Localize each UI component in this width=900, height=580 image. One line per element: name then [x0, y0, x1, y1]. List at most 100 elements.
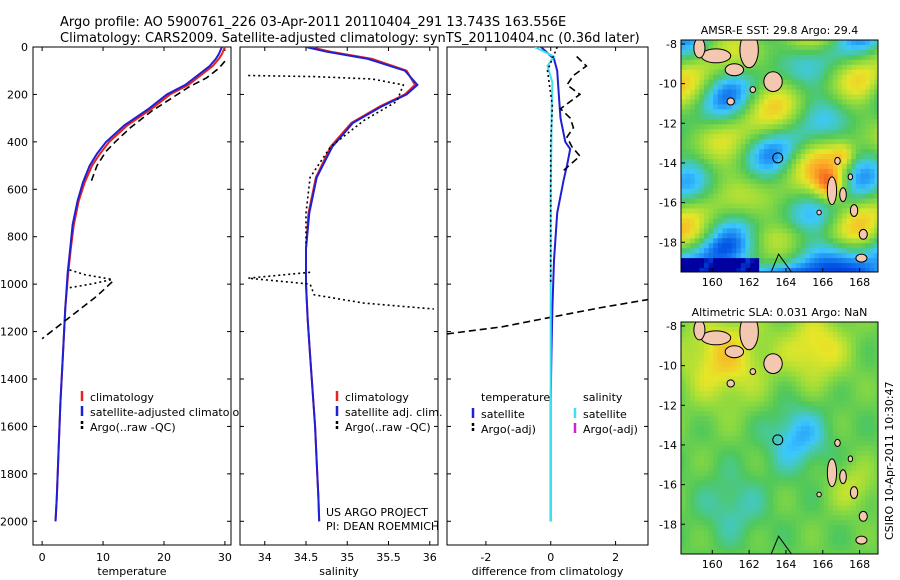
map-cell	[782, 331, 788, 338]
map-cell	[809, 386, 816, 392]
map-cell	[782, 406, 788, 412]
map-cell	[740, 198, 746, 205]
map-cell	[796, 356, 802, 363]
map-cell	[842, 54, 848, 61]
map-cell	[763, 243, 770, 249]
map-cell	[805, 99, 811, 106]
map-cell	[694, 450, 700, 457]
map-cell	[694, 104, 700, 110]
map-cell	[727, 366, 733, 373]
map-cell	[731, 411, 737, 417]
map-cell	[874, 159, 878, 165]
map-cell	[694, 253, 700, 259]
map-cell	[860, 366, 866, 373]
map-cell	[777, 99, 783, 106]
map-cell	[782, 475, 788, 482]
map-cell	[860, 490, 866, 497]
map-cell	[860, 193, 866, 200]
map-cell	[727, 495, 733, 502]
map-cell	[860, 168, 866, 175]
map-cell	[777, 193, 783, 200]
map-cell	[763, 495, 770, 502]
map-cell	[860, 336, 866, 343]
map-cell	[805, 455, 811, 462]
map-cell	[736, 99, 742, 106]
map-cell	[685, 104, 691, 110]
map-cell	[855, 45, 862, 51]
map-cell	[708, 159, 714, 165]
map-cell	[713, 40, 719, 46]
map-cell	[832, 431, 839, 437]
map-cell	[694, 198, 700, 205]
map-cell	[736, 470, 742, 477]
map-cell	[796, 134, 802, 140]
map-cell	[722, 361, 728, 368]
map-cell	[759, 436, 765, 442]
map-cell	[722, 401, 728, 407]
map-cell	[750, 485, 756, 492]
map-cell	[745, 356, 751, 363]
map-cell	[846, 475, 852, 482]
map-cell	[773, 94, 779, 101]
map-cell	[773, 485, 779, 492]
map-cell	[690, 69, 696, 76]
map-cell	[777, 500, 783, 507]
map-cell	[800, 159, 806, 165]
map-cell	[837, 505, 843, 511]
map-cell	[855, 346, 862, 353]
map-cell	[713, 104, 719, 110]
map-cell	[796, 114, 802, 120]
map-cell	[754, 341, 760, 348]
map-cell	[837, 540, 843, 546]
map-cell	[745, 183, 751, 190]
map-cell	[869, 69, 875, 76]
map-cell	[837, 168, 843, 175]
map-cell	[791, 485, 797, 492]
map-cell	[745, 168, 751, 175]
map-cell	[717, 545, 723, 551]
map-cell	[685, 436, 691, 442]
map-cell	[865, 525, 871, 531]
map-cell	[791, 421, 797, 427]
map-cell	[763, 426, 770, 432]
x-tick-label: 36	[423, 551, 437, 564]
map-cell	[773, 178, 779, 185]
map-cell	[860, 421, 866, 427]
map-cell	[740, 94, 746, 101]
map-cell	[763, 515, 770, 521]
map-cell	[727, 341, 733, 348]
map-cell	[851, 530, 857, 536]
map-cell	[768, 505, 774, 511]
map-cell	[874, 540, 878, 546]
map-cell	[750, 545, 756, 551]
map-cell	[805, 144, 811, 150]
map-cell	[846, 139, 852, 145]
map-cell	[690, 104, 696, 110]
map-cell	[750, 421, 756, 427]
map-cell	[865, 139, 871, 145]
map-cell	[727, 322, 733, 328]
map-cell	[768, 381, 774, 388]
map-cell	[727, 228, 733, 234]
map-cell	[713, 79, 719, 86]
map-cell	[860, 79, 866, 86]
map-cell	[791, 173, 797, 180]
map-cell	[740, 505, 746, 511]
map-cell	[814, 525, 820, 531]
map-cell	[750, 79, 756, 86]
map-cell	[694, 228, 700, 234]
map-cell	[800, 525, 806, 531]
map-cell	[768, 371, 774, 378]
map-cell	[800, 475, 806, 482]
map-cell	[745, 159, 751, 165]
map-cell	[869, 520, 875, 526]
map-cell	[819, 193, 825, 200]
map-cell	[809, 173, 816, 180]
map-cell	[855, 188, 862, 195]
map-cell	[708, 525, 714, 531]
map-cell	[796, 193, 802, 200]
map-cell	[786, 208, 793, 215]
map-cell	[865, 401, 871, 407]
map-cell	[745, 490, 751, 497]
map-cell	[768, 411, 774, 417]
